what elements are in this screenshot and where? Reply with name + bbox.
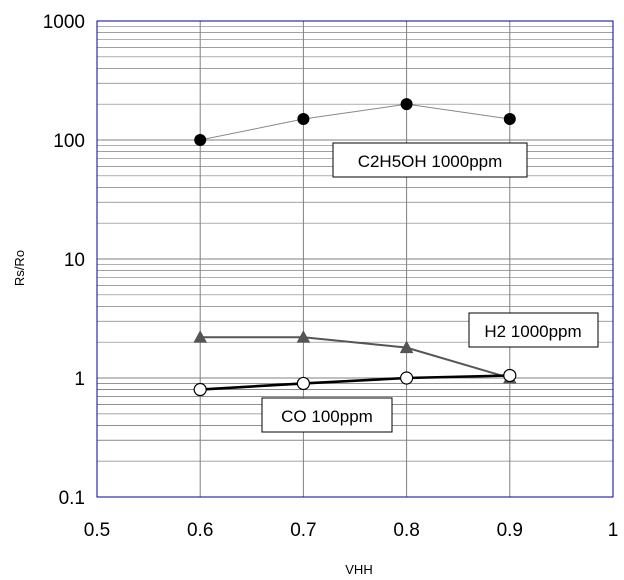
series-line-co-100ppm <box>200 374 510 391</box>
annotation-h2-box <box>468 312 599 348</box>
x-tick-label-3: 0.8 <box>393 520 419 541</box>
point-co-100ppm-1 <box>296 376 310 391</box>
annotation-co-text: CO 100ppm <box>281 407 373 426</box>
y-tick-label-2: 10 <box>64 250 85 271</box>
y-tick-label-3: 100 <box>53 131 85 152</box>
annotation-c2h5oh-box <box>332 142 528 178</box>
point-c2h5oh-1000ppm-1 <box>297 113 310 126</box>
point-co-100ppm-3 <box>503 368 517 383</box>
series-c2h5oh-1000ppm <box>194 98 516 146</box>
point-h2-1000ppm-1 <box>296 330 311 343</box>
x-tick-label-0: 0.5 <box>84 520 110 541</box>
y-tick-label-1: 1 <box>74 369 85 390</box>
x-tick-label-5: 1 <box>608 520 619 541</box>
series-co-100ppm <box>193 368 517 397</box>
y-tick-label-0: 0.1 <box>59 488 85 509</box>
y-axis-title: Rs/Ro <box>12 250 27 286</box>
x-tick-label-4: 0.9 <box>497 520 523 541</box>
y-tick-labels: 0.1 1 10 100 1000 <box>43 12 85 509</box>
annotation-h2: H2 1000ppm <box>468 312 599 348</box>
annotation-c2h5oh-text: C2H5OH 1000ppm <box>358 152 503 171</box>
annotation-co-box <box>261 397 393 433</box>
point-c2h5oh-1000ppm-0 <box>194 134 207 146</box>
annotation-h2-text: H2 1000ppm <box>484 322 581 341</box>
point-c2h5oh-1000ppm-3 <box>503 113 516 126</box>
annotation-co: CO 100ppm <box>261 397 393 433</box>
point-co-100ppm-2 <box>400 371 414 385</box>
y-tick-label-4: 1000 <box>43 12 85 33</box>
point-co-100ppm-0 <box>193 382 207 397</box>
x-tick-label-2: 0.7 <box>290 520 316 541</box>
point-c2h5oh-1000ppm-2 <box>400 98 413 111</box>
annotation-c2h5oh: C2H5OH 1000ppm <box>332 142 528 178</box>
point-h2-1000ppm-0 <box>193 330 208 343</box>
series-line-c2h5oh-1000ppm <box>200 103 510 141</box>
x-axis-title: VHH <box>345 562 372 577</box>
annotations: C2H5OH 1000ppm H2 1000ppm CO 100ppm <box>261 142 599 433</box>
plot-border <box>96 20 614 498</box>
x-tick-labels: 0.5 0.6 0.7 0.8 0.9 1 <box>84 520 619 541</box>
point-h2-1000ppm-2 <box>399 340 414 354</box>
series-layer <box>193 98 517 397</box>
x-tick-label-1: 0.6 <box>187 520 213 541</box>
series-line-h2-1000ppm <box>200 336 511 379</box>
